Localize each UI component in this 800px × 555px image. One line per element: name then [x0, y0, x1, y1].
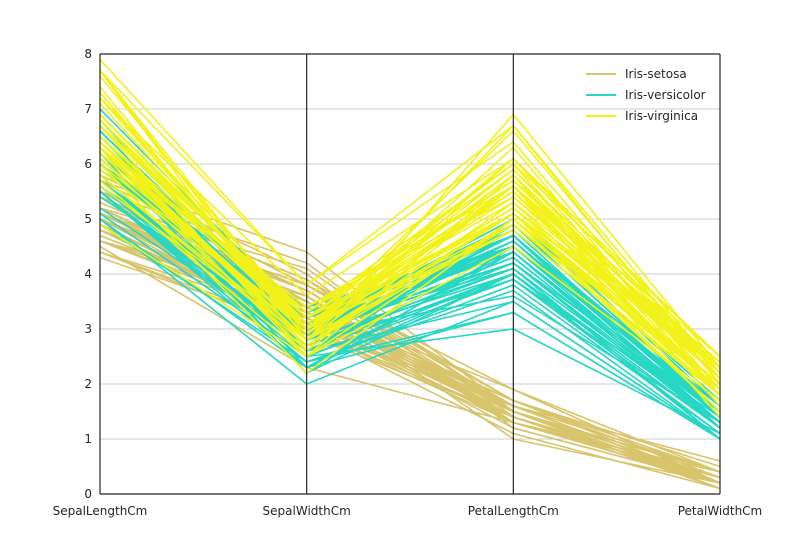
data-line	[99, 190, 721, 424]
data-line	[99, 212, 721, 435]
ytick-label: 2	[84, 377, 92, 391]
ytick-label: 3	[84, 322, 92, 336]
data-line	[99, 218, 721, 440]
axis-label-SepalLengthCm: SepalLengthCm	[53, 504, 148, 518]
axis-label-PetalLengthCm: PetalLengthCm	[468, 504, 559, 518]
ytick-label: 7	[84, 102, 92, 116]
data-line	[99, 124, 721, 358]
data-line	[99, 190, 721, 440]
data-line	[99, 69, 721, 374]
legend-label: Iris-virginica	[625, 109, 698, 123]
ytick-label: 8	[84, 47, 92, 61]
data-line	[99, 141, 721, 374]
data-line	[99, 163, 721, 413]
axis-label-SepalWidthCm: SepalWidthCm	[263, 504, 351, 518]
data-line	[99, 70, 721, 385]
ytick-label: 0	[84, 487, 92, 501]
ytick-label: 4	[84, 267, 92, 281]
data-line	[99, 97, 721, 358]
data-line	[99, 223, 721, 402]
data-line	[99, 168, 721, 396]
ytick-label: 1	[84, 432, 92, 446]
data-line	[99, 174, 721, 391]
legend-label: Iris-setosa	[625, 67, 687, 81]
data-line	[99, 124, 721, 363]
ytick-label: 6	[84, 157, 92, 171]
data-line	[99, 152, 721, 369]
legend-label: Iris-versicolor	[625, 88, 706, 102]
series-iris-virginica	[99, 58, 721, 418]
ytick-label: 5	[84, 212, 92, 226]
axis-label-PetalWidthCm: PetalWidthCm	[678, 504, 763, 518]
data-line	[99, 135, 721, 385]
